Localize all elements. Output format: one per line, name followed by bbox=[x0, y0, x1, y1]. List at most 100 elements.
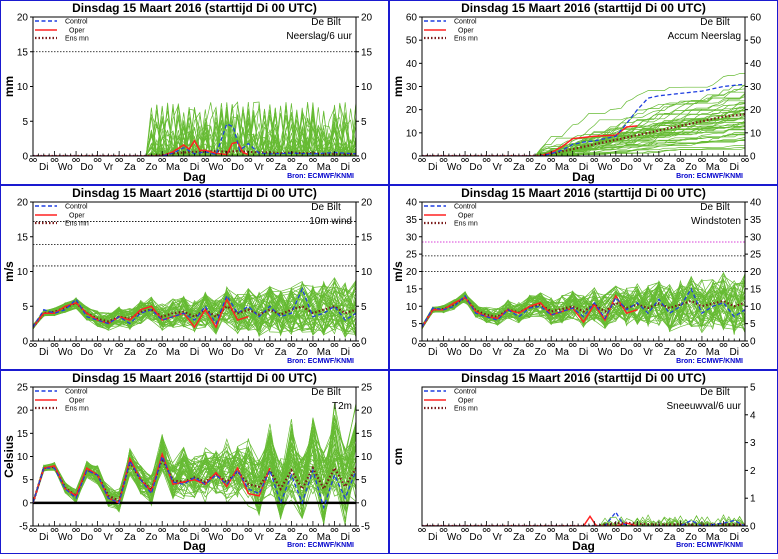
x-day-label: Vr bbox=[493, 347, 503, 358]
x-tick-midnight-marker bbox=[201, 528, 206, 532]
ensemble-member-line bbox=[422, 125, 745, 156]
x-day-label: Di bbox=[730, 347, 739, 358]
x-tick-midnight-marker bbox=[29, 158, 33, 162]
panel-subtitle: T2m bbox=[332, 401, 352, 412]
x-tick-midnight-marker bbox=[443, 528, 448, 532]
x-tick-midnight-marker bbox=[486, 343, 491, 347]
x-tick-midnight-marker bbox=[547, 343, 552, 347]
y-tick-label: 25 bbox=[406, 250, 418, 261]
x-tick-midnight-marker bbox=[676, 528, 681, 532]
x-tick-midnight-marker bbox=[504, 343, 508, 347]
x-tick-midnight-marker bbox=[676, 158, 681, 162]
legend-control-label: Control bbox=[65, 204, 88, 211]
x-tick-midnight-marker bbox=[248, 528, 253, 532]
y-axis-label: Celsius bbox=[2, 435, 16, 478]
source-credit: Bron: ECMWF/KNMI bbox=[287, 542, 354, 549]
x-tick-midnight-marker bbox=[676, 343, 681, 347]
series-oper bbox=[33, 297, 249, 329]
x-tick-midnight-marker bbox=[115, 343, 119, 347]
x-tick-midnight-marker bbox=[183, 343, 188, 347]
x-tick-midnight-marker bbox=[655, 528, 659, 532]
x-day-label: Za bbox=[124, 532, 136, 543]
x-tick-midnight-marker bbox=[590, 158, 595, 162]
ensemble-member-line bbox=[422, 102, 745, 156]
x-tick-midnight-marker bbox=[33, 158, 37, 162]
y-tick-label-right: 0 bbox=[361, 498, 367, 509]
x-tick-midnight-marker bbox=[313, 343, 317, 347]
x-tick-midnight-marker bbox=[222, 343, 227, 347]
y-tick-label-right: 10 bbox=[361, 452, 373, 463]
x-day-label: Zo bbox=[685, 347, 697, 358]
x-tick-midnight-marker bbox=[702, 528, 706, 532]
y-tick-label-right: 35 bbox=[750, 215, 762, 226]
x-tick-midnight-marker bbox=[291, 343, 296, 347]
x-tick-midnight-marker bbox=[162, 343, 167, 347]
x-day-label: Do bbox=[620, 532, 633, 543]
ensemble-member-line bbox=[422, 116, 745, 156]
x-day-label: Di bbox=[39, 532, 48, 543]
x-tick-midnight-marker bbox=[719, 528, 724, 532]
x-tick-midnight-marker bbox=[313, 158, 317, 162]
y-tick-label: 30 bbox=[406, 232, 418, 243]
ensemble-member-line bbox=[33, 283, 356, 334]
x-day-label: Za bbox=[513, 532, 525, 543]
x-tick-midnight-marker bbox=[461, 158, 465, 162]
x-tick-midnight-marker bbox=[76, 343, 80, 347]
x-tick-midnight-marker bbox=[313, 528, 317, 532]
x-day-label: Wo bbox=[447, 347, 462, 358]
y-axis-label: m/s bbox=[391, 261, 405, 282]
y-tick-label: 10 bbox=[17, 82, 29, 93]
y-tick-label: 15 bbox=[17, 47, 29, 58]
x-day-label: Zo bbox=[146, 347, 158, 358]
ensemble-member-line bbox=[422, 284, 745, 334]
x-tick-midnight-marker bbox=[655, 343, 659, 347]
x-tick-midnight-marker bbox=[356, 528, 360, 532]
x-tick-midnight-marker bbox=[741, 158, 745, 162]
y-tick-label-right: 2 bbox=[750, 466, 756, 477]
x-tick-midnight-marker bbox=[183, 528, 188, 532]
panel-subtitle: Windstoten bbox=[691, 216, 741, 227]
ensemble-member-line bbox=[33, 280, 356, 331]
x-tick-midnight-marker bbox=[287, 528, 292, 532]
x-tick-midnight-marker bbox=[594, 528, 599, 532]
panel-precip6h: Dinsdag 15 Maart 2016 (starttijd Di 00 U… bbox=[0, 0, 389, 185]
x-tick-midnight-marker bbox=[418, 158, 422, 162]
y-tick-label: 20 bbox=[406, 105, 418, 116]
series-ens-mean bbox=[422, 296, 745, 328]
x-day-label: Vr bbox=[104, 162, 114, 173]
x-day-label: Wo bbox=[598, 162, 613, 173]
y-tick-label-right: 20 bbox=[361, 198, 373, 209]
legend-ensmean-label: Ens mn bbox=[454, 221, 478, 228]
legend-ensmean-label: Ens mn bbox=[454, 406, 478, 413]
series-control bbox=[33, 454, 356, 510]
legend-ensmean-label: Ens mn bbox=[65, 36, 89, 43]
x-day-label: Ma bbox=[706, 162, 720, 173]
y-tick-label-right: 5 bbox=[750, 383, 756, 394]
y-tick-label: 5 bbox=[22, 302, 28, 313]
x-tick-midnight-marker bbox=[136, 343, 141, 347]
y-tick-label-right: 15 bbox=[361, 429, 373, 440]
x-tick-midnight-marker bbox=[680, 528, 685, 532]
y-tick-label: 0 bbox=[22, 337, 28, 348]
x-tick-midnight-marker bbox=[266, 528, 270, 532]
x-tick-midnight-marker bbox=[439, 158, 444, 162]
x-tick-midnight-marker bbox=[330, 343, 335, 347]
y-axis-label: mm bbox=[2, 76, 16, 97]
x-tick-midnight-marker bbox=[244, 158, 249, 162]
y-tick-label: 15 bbox=[17, 429, 29, 440]
series-oper bbox=[422, 514, 638, 526]
legend-oper-label: Oper bbox=[458, 213, 474, 220]
x-day-label: Do bbox=[469, 532, 482, 543]
x-day-label: Ma bbox=[706, 347, 720, 358]
x-day-label: Vr bbox=[643, 162, 653, 173]
y-tick-label-right: 20 bbox=[750, 267, 762, 278]
y-tick-label: 30 bbox=[406, 82, 418, 93]
x-day-label: Di bbox=[341, 347, 350, 358]
x-tick-midnight-marker bbox=[482, 528, 487, 532]
x-tick-midnight-marker bbox=[29, 528, 33, 532]
x-day-label: Vr bbox=[254, 162, 264, 173]
legend-ensmean-label: Ens mn bbox=[65, 221, 89, 228]
x-tick-midnight-marker bbox=[50, 528, 55, 532]
ensemble-member-line bbox=[33, 107, 356, 156]
x-tick-midnight-marker bbox=[205, 343, 210, 347]
